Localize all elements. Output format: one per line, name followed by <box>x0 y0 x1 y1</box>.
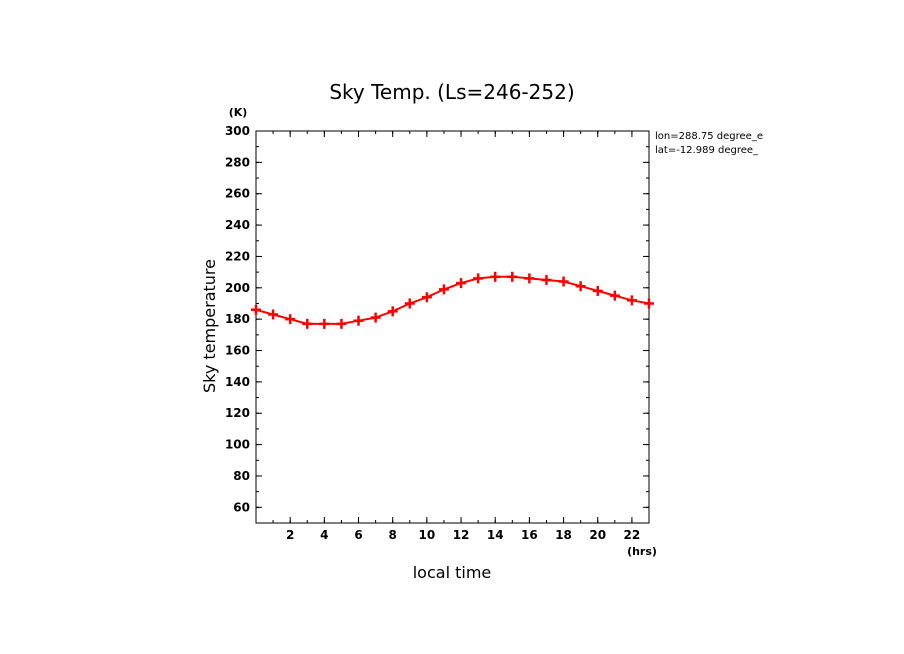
y-tick-label: 120 <box>225 406 250 420</box>
y-tick-label: 200 <box>225 281 250 295</box>
y-tick-label: 300 <box>225 124 250 138</box>
y-tick-label: 260 <box>225 187 250 201</box>
x-tick-label: 6 <box>354 528 362 542</box>
x-tick-label: 4 <box>320 528 328 542</box>
x-tick-label: 18 <box>555 528 572 542</box>
data-point <box>490 271 501 282</box>
data-point <box>456 278 467 289</box>
data-point <box>524 273 535 284</box>
data-point <box>319 318 330 329</box>
annotation-lat: lat=-12.989 degree_ <box>655 145 759 156</box>
axis-ticks: 60 80 100 120 140 160 180 200 220 240 260 280 300 2 4 6… <box>225 124 649 542</box>
x-tick-label: 22 <box>624 528 641 542</box>
x-tick-label: 14 <box>487 528 504 542</box>
data-point <box>404 298 415 309</box>
y-tick-label: 220 <box>225 249 250 263</box>
x-unit-label: (hrs) <box>627 545 657 558</box>
plot-frame <box>255 130 650 524</box>
data-marks <box>251 271 654 329</box>
data-point <box>336 318 347 329</box>
data-point <box>370 312 381 323</box>
data-point <box>302 318 313 329</box>
data-point <box>609 290 620 301</box>
y-axis-label: Sky temperature <box>200 259 219 393</box>
data-point <box>541 274 552 285</box>
x-tick-label: 20 <box>589 528 606 542</box>
data-point <box>473 273 484 284</box>
data-point <box>644 298 654 309</box>
data-point <box>387 306 398 317</box>
data-point <box>575 281 586 292</box>
y-tick-label: 280 <box>225 155 250 169</box>
y-tick-label: 80 <box>233 469 250 483</box>
y-tick-label: 60 <box>233 500 250 514</box>
data-point <box>268 309 279 320</box>
y-tick-label: 180 <box>225 312 250 326</box>
data-point <box>353 315 364 326</box>
y-unit-label: (K) <box>229 106 248 119</box>
x-tick-label: 12 <box>453 528 470 542</box>
y-tick-label: 100 <box>225 438 250 452</box>
x-tick-label: 8 <box>389 528 397 542</box>
chart-title: Sky Temp. (Ls=246-252) <box>329 80 574 104</box>
annotation-lon: lon=288.75 degree_e <box>655 131 763 142</box>
y-tick-label: 160 <box>225 344 250 358</box>
y-tick-label: 240 <box>225 218 250 232</box>
data-point <box>285 314 296 325</box>
data-point <box>421 292 432 303</box>
x-tick-label: 10 <box>419 528 436 542</box>
data-point <box>507 271 518 282</box>
x-axis-label: local time <box>413 563 492 582</box>
x-tick-label: 2 <box>286 528 294 542</box>
x-tick-label: 16 <box>521 528 538 542</box>
y-tick-label: 140 <box>225 375 250 389</box>
data-point <box>592 285 603 296</box>
series-line <box>255 275 650 325</box>
data-point <box>438 284 449 295</box>
data-point <box>251 304 261 315</box>
data-point <box>626 295 637 306</box>
data-point <box>558 276 569 287</box>
